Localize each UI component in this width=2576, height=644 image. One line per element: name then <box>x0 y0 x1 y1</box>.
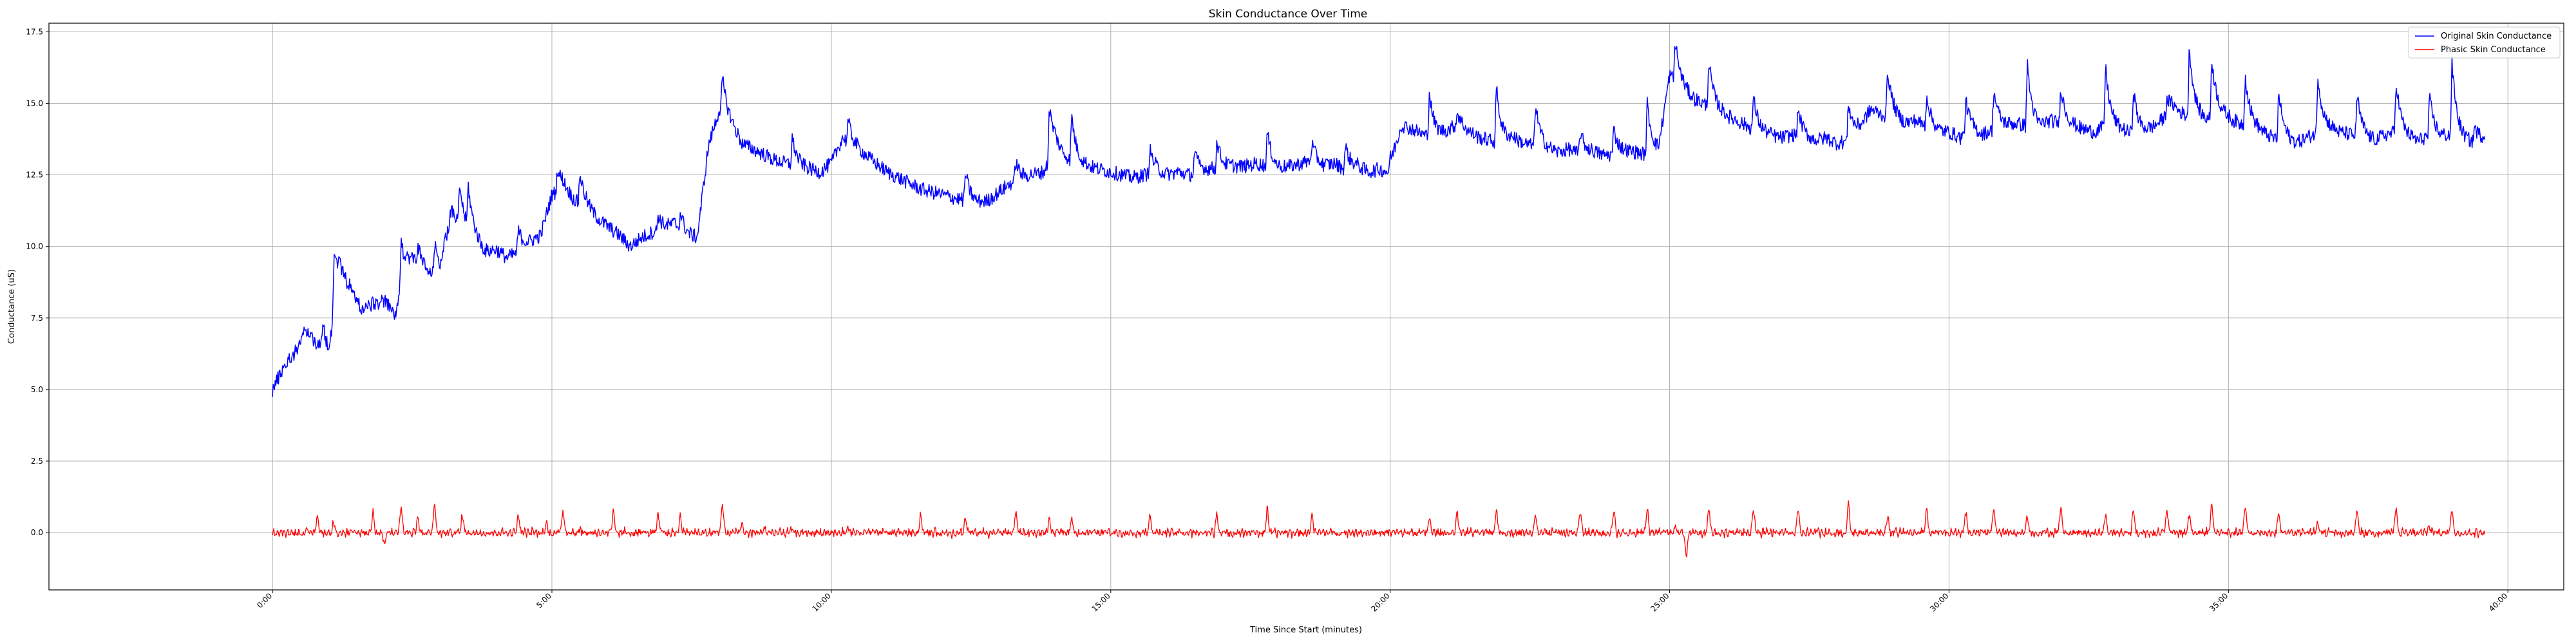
x-tick-label: 40:00 <box>2487 591 2509 613</box>
series-line-original <box>272 46 2486 397</box>
legend-box <box>2408 26 2561 59</box>
chart-title: Skin Conductance Over Time <box>1209 8 1367 21</box>
x-tick-label: 5:00 <box>535 591 553 610</box>
y-tick-label: 7.5 <box>31 314 43 323</box>
y-tick-label: 15.0 <box>26 99 43 108</box>
grid-lines <box>49 23 2564 590</box>
legend-label-phasic: Phasic Skin Conductance <box>2441 45 2546 55</box>
series-line-phasic <box>272 500 2486 558</box>
y-tick-label: 0.0 <box>31 528 43 537</box>
x-axis-label: Time Since Start (minutes) <box>1249 625 1362 635</box>
y-tick-label: 10.0 <box>26 242 43 251</box>
x-tick-label: 25:00 <box>1649 591 1671 613</box>
series-lines <box>272 46 2486 558</box>
x-tick-label: 15:00 <box>1090 591 1112 613</box>
x-tick-label: 10:00 <box>811 591 833 613</box>
plot-frame <box>48 23 2564 591</box>
x-tick-label: 35:00 <box>2208 591 2230 613</box>
x-tick-label: 0:00 <box>255 591 274 610</box>
y-tick-label: 12.5 <box>26 171 43 180</box>
y-tick-label: 17.5 <box>26 27 43 36</box>
legend-label-original: Original Skin Conductance <box>2441 32 2552 41</box>
x-tick-label: 30:00 <box>1928 591 1950 613</box>
y-axis-label: Conductance (uS) <box>7 269 17 344</box>
y-tick-label: 5.0 <box>31 385 43 394</box>
legend: Original Skin Conductance Phasic Skin Co… <box>2408 26 2561 59</box>
y-tick-label: 2.5 <box>31 457 43 466</box>
x-tick-label: 20:00 <box>1369 591 1391 613</box>
